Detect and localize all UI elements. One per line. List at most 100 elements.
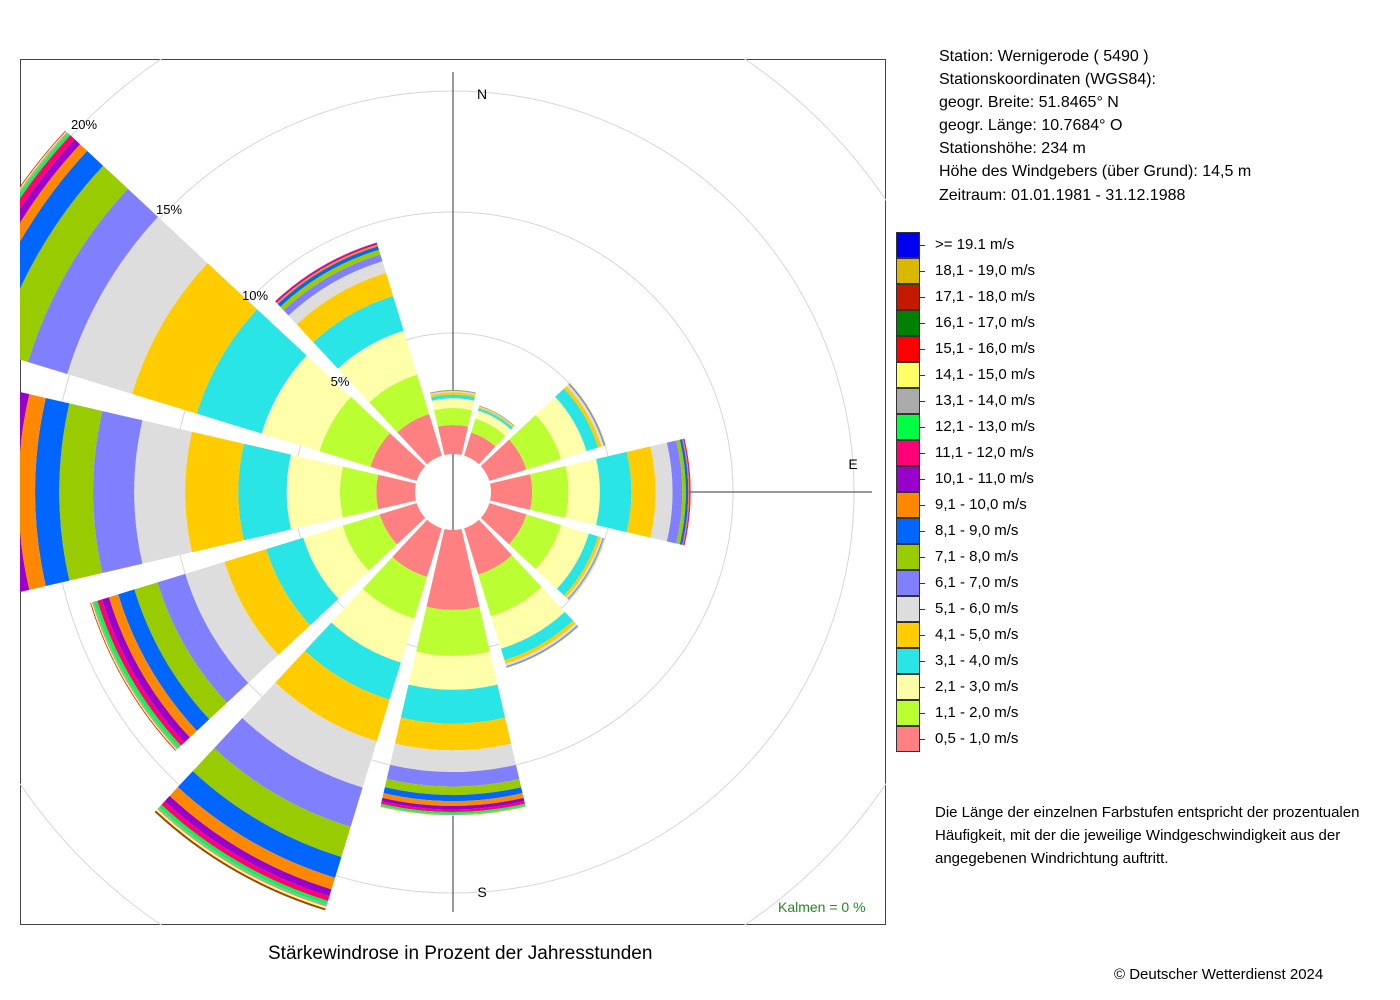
direction-bar-240° (90, 503, 426, 751)
bar-segment (566, 384, 604, 447)
bar-segment (0, 388, 8, 596)
bar-segment (382, 793, 524, 806)
bar-segment (275, 650, 390, 742)
bar-segment (431, 394, 475, 401)
bar-segment (563, 536, 601, 598)
bar-segment (97, 599, 185, 746)
bar-segment (400, 684, 506, 724)
bar-segment (683, 438, 691, 546)
legend-swatch (896, 258, 920, 284)
legend-swatch (896, 492, 920, 518)
bar-segment (20, 144, 88, 242)
legend-swatch (896, 518, 920, 544)
bar-segment (682, 438, 690, 546)
bar-segment (626, 446, 656, 538)
bar-segment (20, 150, 104, 289)
legend-tick (920, 713, 925, 714)
legend-tick (920, 635, 925, 636)
bar-segment (381, 801, 525, 812)
bar-segment (161, 801, 330, 901)
bar-segment (303, 525, 369, 599)
legend-tick (920, 453, 925, 454)
bar-segment (277, 246, 379, 307)
bar-segment (431, 398, 475, 411)
bar-segment (0, 387, 2, 596)
bar-segment (362, 556, 428, 619)
legend-tick (920, 479, 925, 480)
bar-segment (480, 503, 527, 545)
legend-tick (920, 583, 925, 584)
bar-segment (464, 432, 496, 465)
direction-bar-30° (464, 405, 515, 465)
legend-tick (920, 531, 925, 532)
bar-segment (475, 410, 512, 436)
legend-label: 2,1 - 3,0 m/s (935, 678, 1019, 695)
bar-segment (394, 717, 512, 751)
bar-segment (430, 392, 476, 398)
legend-tick (920, 401, 925, 402)
bar-segment (596, 451, 632, 533)
legend-item: 14,1 - 15,0 m/s (896, 362, 1196, 388)
legend-item: 3,1 - 4,0 m/s (896, 648, 1196, 674)
bar-segment (556, 533, 599, 596)
legend-item: 10,1 - 11,0 m/s (896, 466, 1196, 492)
bar-segment (288, 261, 386, 325)
bar-segment (118, 589, 210, 731)
legend-label: 3,1 - 4,0 m/s (935, 652, 1019, 669)
bar-segment (464, 519, 512, 575)
bar-segment (35, 397, 70, 587)
bar-segment (509, 414, 562, 470)
bar-segment (132, 263, 258, 414)
bar-segment (384, 778, 522, 795)
bar-segment (666, 440, 683, 544)
bar-segment (242, 682, 377, 788)
legend-tick (920, 271, 925, 272)
station-elevation: Stationshöhe: 234 m (939, 140, 1086, 158)
ring-label: 5% (331, 374, 350, 389)
direction-bar-N (430, 389, 476, 455)
bar-segment (224, 549, 311, 655)
bar-segment (379, 503, 426, 545)
direction-bar-E (490, 438, 691, 546)
compass-label-E: E (848, 456, 857, 472)
bar-segment (471, 418, 506, 447)
legend-swatch (896, 284, 920, 310)
ring-label: 10% (242, 288, 268, 303)
compass-label-S: S (477, 884, 486, 900)
legend-item: 9,1 - 10,0 m/s (896, 492, 1196, 518)
legend-label: 4,1 - 5,0 m/s (935, 626, 1019, 643)
bar-segment (530, 466, 569, 518)
bar-segment (397, 414, 442, 465)
bar-segment (679, 439, 689, 545)
bar-segment (430, 391, 476, 395)
legend-swatch (896, 622, 920, 648)
legend-label: >= 19.1 m/s (935, 236, 1015, 253)
legend-tick (920, 609, 925, 610)
legend-label: 14,1 - 15,0 m/s (935, 366, 1036, 383)
bar-segment (157, 573, 249, 703)
bar-segment (380, 805, 526, 816)
legend-label: 13,1 - 14,0 m/s (935, 392, 1036, 409)
bar-segment (261, 355, 351, 452)
legend-label: 15,1 - 16,0 m/s (935, 340, 1036, 357)
legend-label: 11,1 - 12,0 m/s (935, 444, 1034, 461)
bar-segment (386, 764, 520, 787)
legend-tick (920, 687, 925, 688)
compass-label-N: N (477, 86, 487, 102)
bar-segment (430, 390, 476, 394)
bar-segment (20, 131, 69, 194)
legend-label: 6,1 - 7,0 m/s (935, 574, 1019, 591)
legend-swatch (896, 726, 920, 752)
bar-segment (313, 295, 404, 369)
bar-segment (20, 131, 67, 190)
bar-segment (296, 272, 394, 343)
legend-label: 18,1 - 19,0 m/s (935, 262, 1036, 279)
bar-segment (27, 188, 158, 375)
bar-segment (134, 420, 192, 564)
bar-segment (380, 806, 526, 816)
bar-segment (383, 787, 523, 802)
legend-item: 11,1 - 12,0 m/s (896, 440, 1196, 466)
legend-swatch (896, 544, 920, 570)
bar-segment (196, 309, 307, 434)
legend-tick (920, 661, 925, 662)
